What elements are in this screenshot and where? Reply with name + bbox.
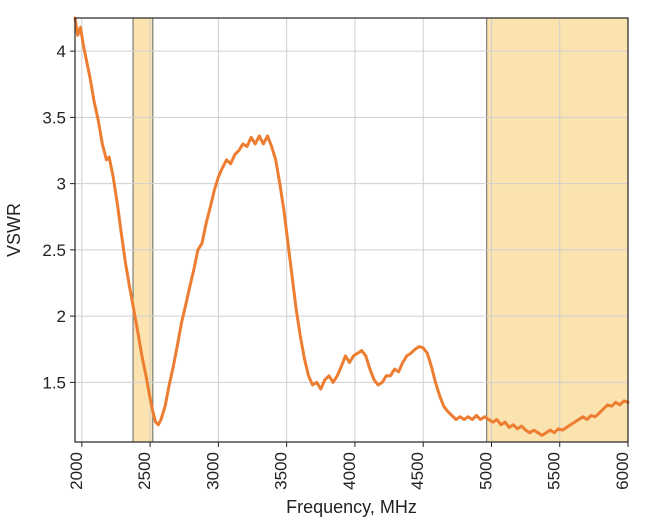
highlight-band-1	[487, 18, 628, 442]
vswr-chart: 2000 2500 3000 3500 4000 4500 5000 5500 6000 1.5 2…	[0, 0, 664, 521]
ytick-label: 4	[57, 42, 66, 61]
xtick-label: 5500	[545, 452, 564, 490]
xtick-label: 3500	[272, 452, 291, 490]
ytick-label: 2	[57, 307, 66, 326]
ytick-label: 3.5	[42, 108, 66, 127]
xtick-label: 2500	[135, 452, 154, 490]
xtick-label: 4000	[340, 452, 359, 490]
xtick-label: 6000	[613, 452, 632, 490]
xtick-label: 4500	[408, 452, 427, 490]
xtick-label: 5000	[476, 452, 495, 490]
ytick-label: 3	[57, 175, 66, 194]
xtick-label: 2000	[67, 452, 86, 490]
ytick-label: 2.5	[42, 241, 66, 260]
y-axis-label: VSWR	[4, 203, 24, 257]
ytick-label: 1.5	[42, 373, 66, 392]
xtick-label: 3000	[203, 452, 222, 490]
x-axis-label: Frequency, MHz	[286, 497, 417, 517]
